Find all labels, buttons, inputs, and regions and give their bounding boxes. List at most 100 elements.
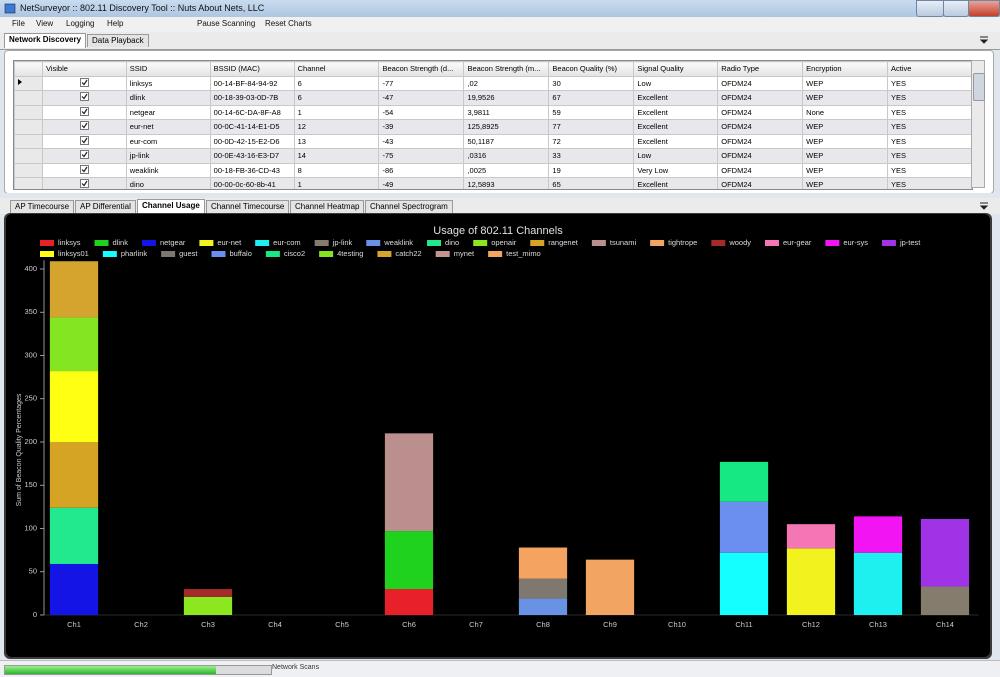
tab[interactable]: Channel Heatmap [290, 200, 365, 213]
x-tick-label: Ch11 [735, 620, 752, 629]
x-tick-label: Ch10 [668, 620, 686, 629]
cell: 00-0E-43-16-E3-D7 [209, 148, 295, 164]
checkbox[interactable] [79, 106, 89, 116]
legend-label: rangenet [548, 238, 579, 247]
cell: -43 [378, 133, 465, 149]
legend-item: jp-link [314, 238, 353, 247]
cell: OFDM24 [717, 119, 804, 135]
tab[interactable]: Channel Spectrogram [365, 200, 453, 213]
cell: 00-0D-42-15-E2-D6 [209, 133, 295, 149]
cell: 30 [548, 75, 635, 91]
tab-menu-arrow[interactable] [979, 36, 989, 44]
splitter[interactable] [0, 193, 1000, 198]
checkbox[interactable] [79, 121, 89, 131]
cell: 1 [293, 177, 380, 189]
x-tick-label: Ch2 [134, 620, 148, 629]
table-row[interactable]: eur-net 00-0C-41-14-E1-D5 12 -39 125,8925 77 E… [14, 119, 972, 135]
cell: OFDM24 [717, 133, 804, 149]
bar-segment [49, 371, 99, 442]
column-header[interactable]: SSID [125, 61, 211, 77]
table-row[interactable]: dlink 00-18-39-03-0D-7B 6 -47 19,9526 67 Excel… [14, 90, 972, 106]
table-row[interactable]: eur-com 00-0D-42-15-E2-D6 13 -43 50,1187 72 Ex… [14, 133, 972, 149]
menu-item[interactable]: Logging [66, 19, 95, 28]
cell: OFDM24 [717, 104, 804, 120]
checkbox[interactable] [79, 92, 89, 102]
cell: -75 [378, 148, 465, 164]
column-header[interactable]: Radio Type [717, 61, 804, 77]
column-header[interactable]: Visible [41, 61, 127, 77]
cell: Excellent [633, 104, 719, 120]
tab[interactable]: Channel Timecourse [206, 200, 290, 213]
tab-menu-arrow[interactable] [979, 202, 989, 210]
scroll-thumb[interactable] [973, 73, 985, 101]
menu-item[interactable]: Reset Charts [265, 19, 312, 28]
bar-segment [719, 552, 769, 615]
legend-label: jp-link [332, 238, 353, 247]
cell: Low [633, 148, 719, 164]
cell: WEP [802, 90, 889, 106]
visible-cell [41, 119, 127, 135]
window-title: NetSurveyor :: 802.11 Discovery Tool :: … [20, 3, 265, 13]
close-button[interactable] [968, 0, 1000, 17]
maximize-button[interactable] [943, 0, 969, 17]
legend-item: test_mimo [488, 249, 541, 258]
header-row: Visible SSID BSSID (MAC) Channel Beacon Stre… [14, 61, 972, 77]
checkbox[interactable] [79, 77, 89, 87]
tab[interactable]: AP Timecourse [10, 200, 75, 213]
tab[interactable]: AP Differential [75, 200, 136, 213]
bar-segment [786, 524, 836, 549]
legend-item: eur-sys [825, 238, 868, 247]
cell: ,0025 [463, 162, 550, 178]
tab[interactable]: Network Discovery [4, 33, 87, 48]
checkbox[interactable] [79, 164, 89, 174]
table-panel: Visible SSID BSSID (MAC) Channel Beacon Stre… [4, 50, 994, 194]
table-row[interactable]: dino 00-00-0c-60-8b-41 1 -49 12,5893 65 Excell… [14, 177, 972, 189]
column-header[interactable]: Beacon Strength (m... [463, 61, 550, 77]
cell: 33 [548, 148, 635, 164]
bar-segment [183, 596, 233, 615]
visible-cell [41, 75, 127, 91]
y-axis-label: Sum of Beacon Quality Percentages [16, 393, 23, 506]
minimize-button[interactable] [916, 0, 944, 17]
cell: 19,9526 [463, 90, 550, 106]
column-header[interactable]: Beacon Strength (d... [378, 61, 465, 77]
column-header[interactable]: Beacon Quality (%) [548, 61, 635, 77]
column-header[interactable]: BSSID (MAC) [209, 61, 295, 77]
checkbox[interactable] [79, 179, 89, 189]
row-header [14, 119, 43, 135]
cell: OFDM24 [717, 162, 804, 178]
table-row[interactable]: jp-link 00-0E-43-16-E3-D7 14 -75,0316 33 Low O… [14, 148, 972, 164]
row-header [14, 162, 43, 178]
column-header[interactable]: Channel [293, 61, 380, 77]
tab[interactable]: Channel Usage [137, 199, 205, 214]
x-tick-label: Ch14 [936, 620, 954, 629]
cell: 12,5893 [463, 177, 550, 189]
column-header[interactable]: Signal Quality [633, 61, 719, 77]
cell: 59 [548, 104, 635, 120]
checkbox[interactable] [79, 150, 89, 160]
legend-swatch [591, 240, 606, 246]
vertical-scrollbar[interactable] [971, 60, 985, 188]
column-header[interactable]: Active [887, 61, 972, 77]
cell: 00-00-0c-60-8b-41 [209, 177, 295, 189]
menu-item[interactable]: File [12, 19, 25, 28]
checkbox[interactable] [79, 135, 89, 145]
tab[interactable]: Data Playback [87, 34, 149, 47]
legend-swatch [435, 251, 450, 257]
table-row[interactable]: linksys 00-14-BF-84-94-92 6 -77,02 30 Low OFDM… [14, 75, 972, 91]
legend-swatch [650, 240, 665, 246]
cell: OFDM24 [717, 148, 804, 164]
menu-item[interactable]: View [36, 19, 54, 28]
column-header[interactable]: Encryption [802, 61, 889, 77]
legend-swatch [488, 251, 503, 257]
app-icon [4, 3, 16, 14]
table-row[interactable]: netgear 00-14-6C-DA-8F-A8 1 -54 3,9811 59 Exce… [14, 104, 972, 120]
legend-item: dlink [94, 238, 128, 247]
menu-item[interactable]: Pause Scanning [197, 19, 256, 28]
legend-swatch [141, 240, 156, 246]
menu-item[interactable]: Help [107, 19, 124, 28]
legend-item: mynet [435, 249, 475, 258]
legend-label: openair [491, 238, 517, 247]
table-row[interactable]: weaklink 00-18-FB-36-CD-43 8 -86,0025 19 Very… [14, 162, 972, 178]
y-tick-label: 400 [24, 264, 37, 273]
